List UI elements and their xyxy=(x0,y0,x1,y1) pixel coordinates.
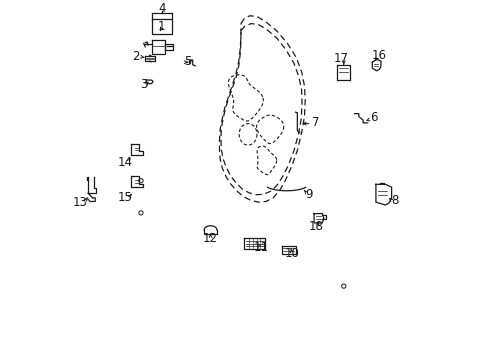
Text: 5: 5 xyxy=(184,55,191,68)
Text: 4: 4 xyxy=(158,2,165,15)
Text: 16: 16 xyxy=(371,49,386,62)
Text: 13: 13 xyxy=(73,196,87,209)
Text: 6: 6 xyxy=(369,111,377,124)
Text: 9: 9 xyxy=(305,188,312,201)
Text: 18: 18 xyxy=(308,220,323,233)
Text: 15: 15 xyxy=(117,192,132,204)
Text: 10: 10 xyxy=(284,247,299,261)
Text: 12: 12 xyxy=(203,232,218,245)
Text: 17: 17 xyxy=(333,52,348,65)
Text: 11: 11 xyxy=(254,242,268,255)
Text: 8: 8 xyxy=(390,194,397,207)
Text: 14: 14 xyxy=(117,156,132,169)
Text: 7: 7 xyxy=(311,116,319,129)
Text: 3: 3 xyxy=(140,78,147,91)
Text: 2: 2 xyxy=(132,50,139,63)
Text: 1: 1 xyxy=(158,20,165,33)
